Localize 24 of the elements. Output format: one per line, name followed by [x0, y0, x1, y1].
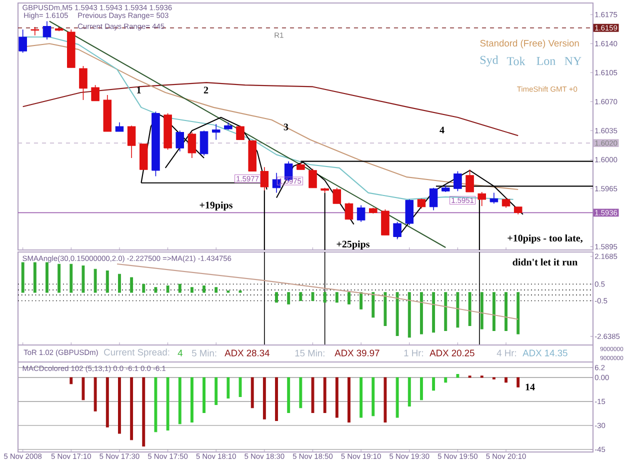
annotation: Standord (Free) Version — [480, 40, 579, 48]
text: ADX 39.97 — [334, 350, 380, 356]
text: ADX 28.34 — [224, 350, 270, 356]
text: Current Spread: — [104, 348, 170, 358]
annotation: Syd — [480, 56, 498, 66]
annotation: +10pips - too late, — [508, 234, 582, 244]
text: 5 Min: — [192, 350, 216, 356]
annotation: didn't let it run — [512, 258, 578, 266]
annotation: 14 — [526, 384, 535, 390]
annotation: 3 — [284, 124, 288, 130]
annotation: 1 — [137, 86, 141, 94]
text: 15 Min: — [295, 350, 324, 356]
annotation: +25pips — [336, 240, 370, 250]
annotation: Tok — [506, 56, 526, 66]
annotation: 2 — [204, 86, 208, 94]
annotation: +19pips — [200, 201, 232, 211]
text: 4 — [178, 350, 183, 356]
text: 4 Hr: — [496, 350, 516, 356]
text: 1 Hr: — [404, 350, 423, 356]
annotation: Lon — [536, 57, 556, 65]
annotation: 4 — [440, 126, 444, 134]
text: ADX 20.25 — [430, 350, 474, 356]
annotation: NY — [564, 57, 582, 65]
text: ADX 14.35 — [522, 350, 568, 356]
